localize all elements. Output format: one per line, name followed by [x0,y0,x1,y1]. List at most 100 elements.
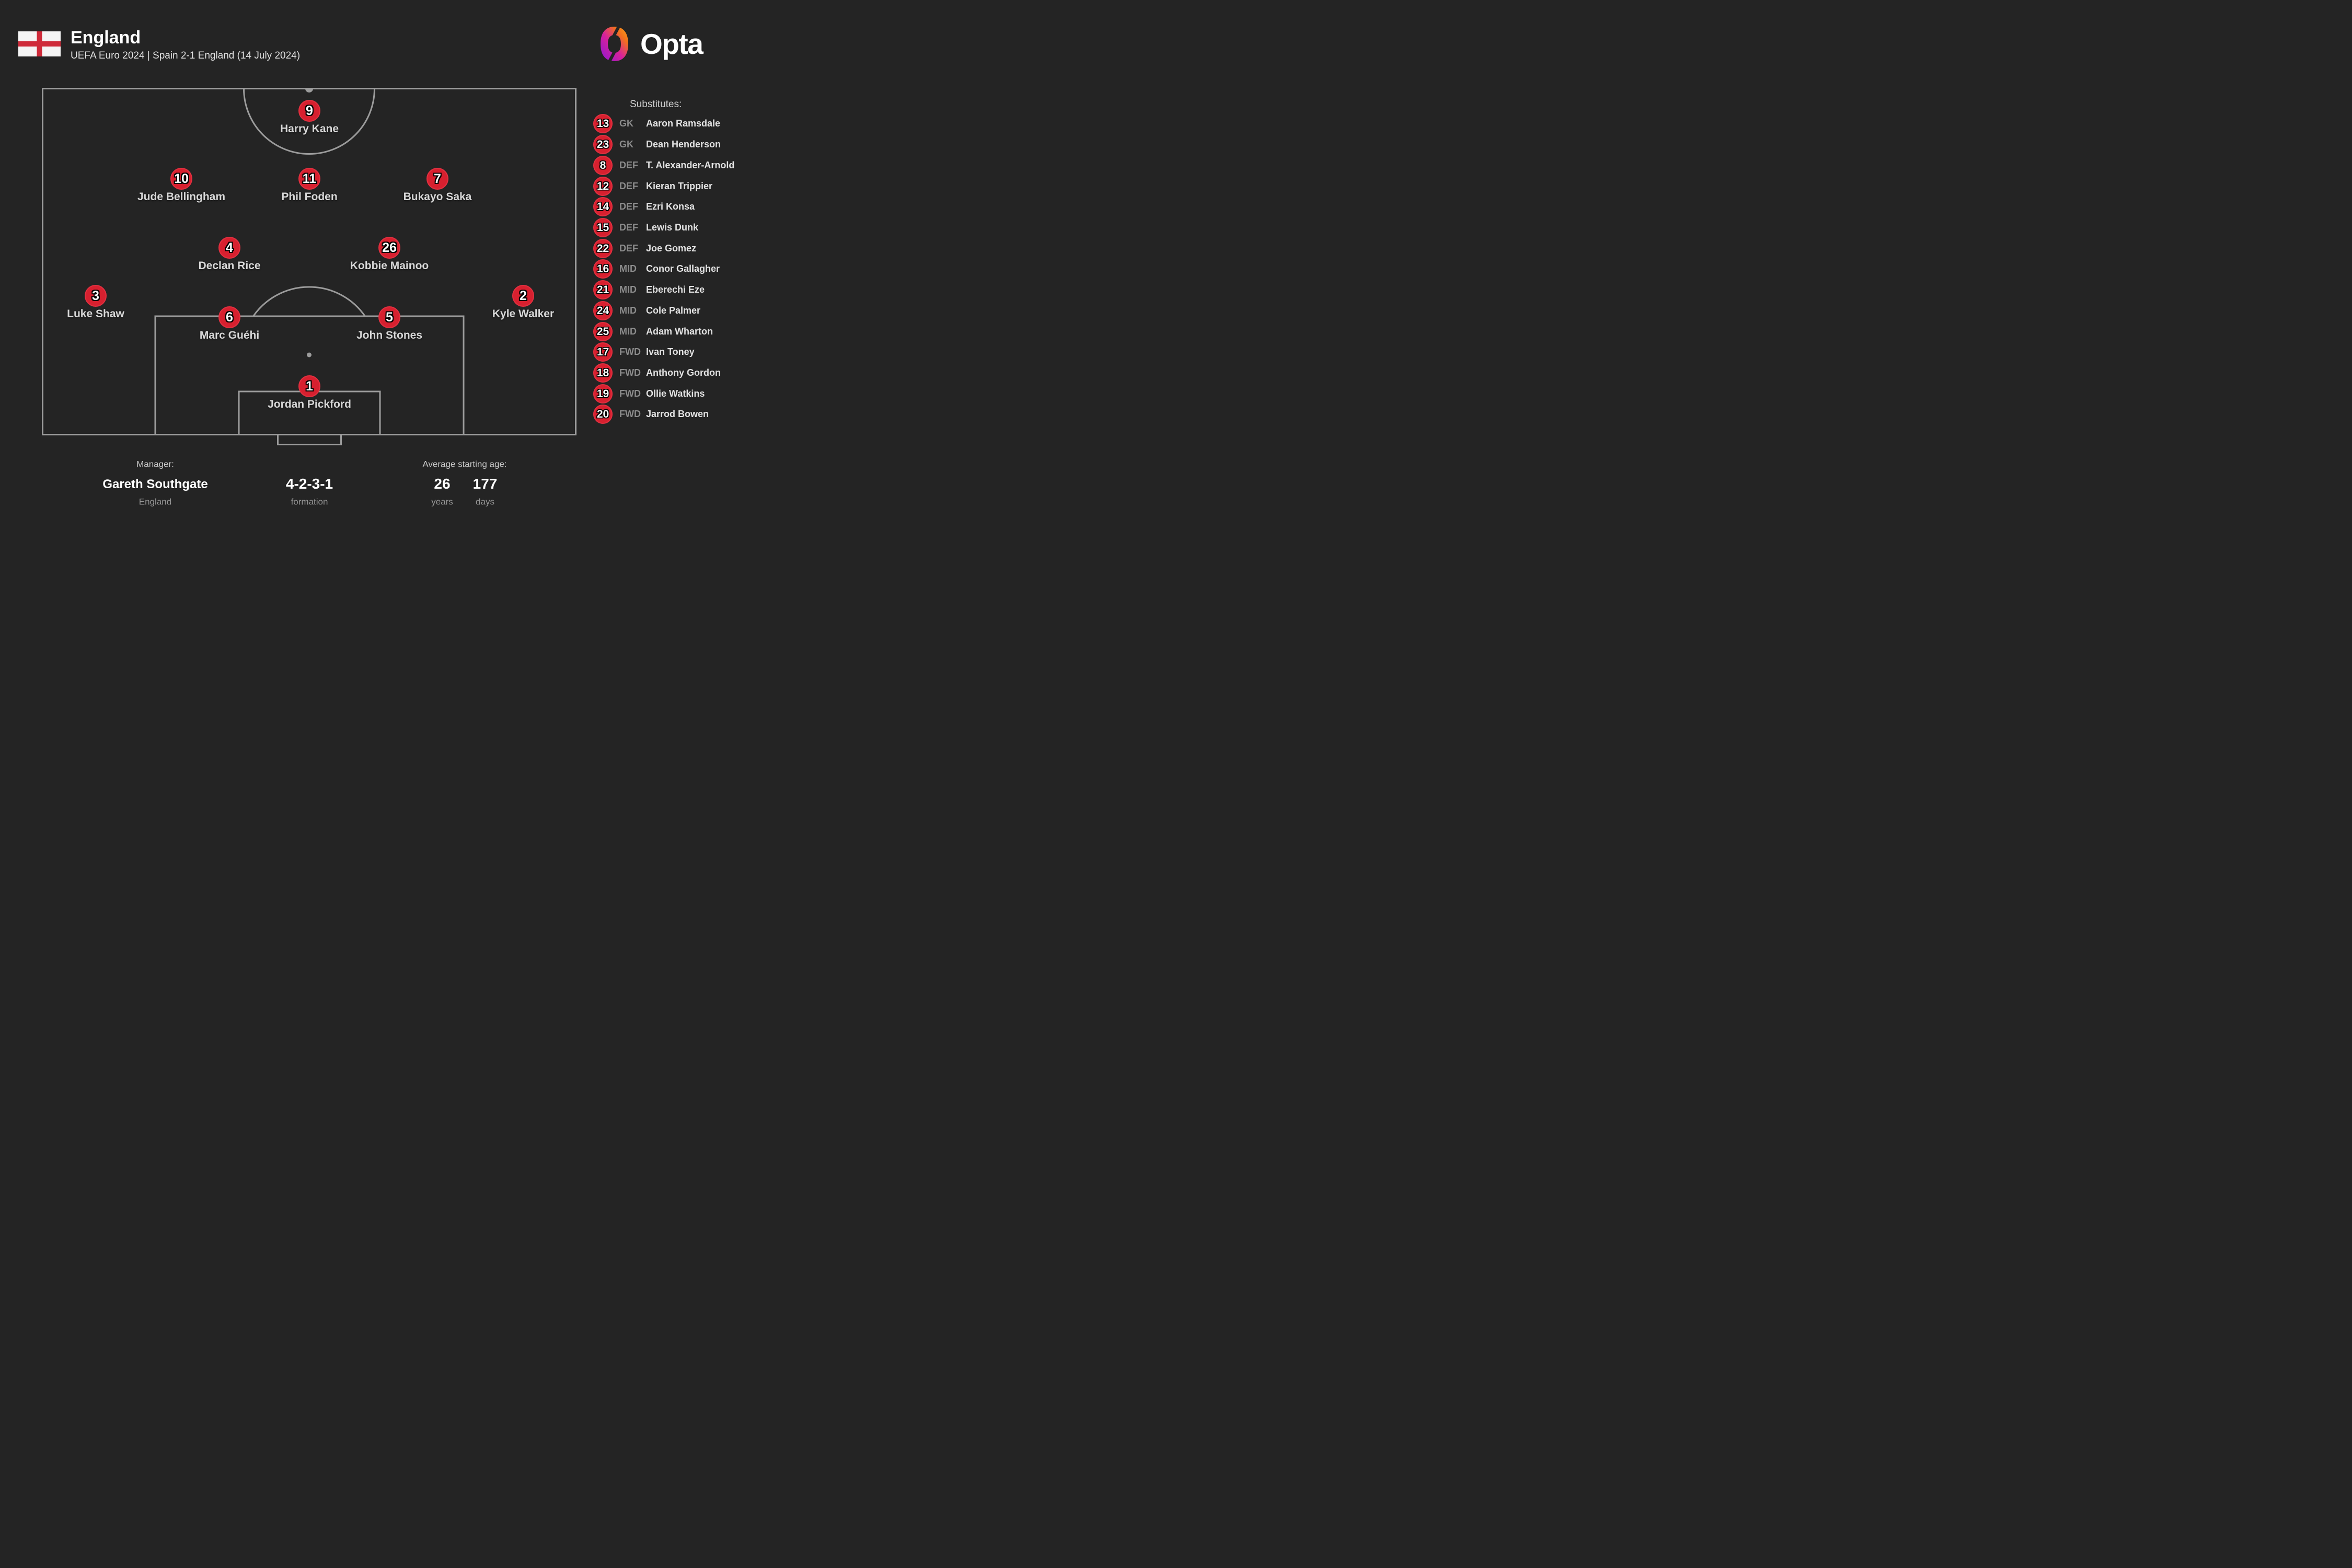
age-days-label: days [476,497,494,507]
player-number: 3 [92,288,99,303]
substitute-row: 12 DEF Kieran Trippier [593,176,734,197]
substitute-row: 16 MID Conor Gallagher [593,259,734,280]
player-name: Kobbie Mainoo [350,260,429,272]
age-years-value: 26 [434,476,451,492]
player-number-badge: 10 [170,168,192,190]
sub-number-badge: 13 [593,114,613,134]
substitute-row: 17 FWD Ivan Toney [593,342,734,363]
sub-number: 19 [596,387,609,400]
sub-number: 18 [596,366,609,379]
substitute-row: 22 DEF Joe Gomez [593,238,734,259]
player-name: John Stones [356,329,423,341]
player-number-badge: 3 [85,285,107,307]
sub-number: 24 [596,304,609,317]
sub-position: DEF [619,243,638,253]
age-years-label: years [431,497,453,507]
sub-number: 20 [596,408,609,421]
substitute-row: 8 DEF T. Alexander-Arnold [593,155,734,176]
player-number: 9 [306,103,313,118]
substitute-row: 23 GK Dean Henderson [593,134,734,155]
sub-number-badge: 18 [593,363,613,383]
sub-number-badge: 12 [593,176,613,196]
sub-name: Eberechi Eze [646,284,705,295]
sub-number: 14 [596,201,609,213]
opta-logo-icon [601,26,628,62]
sub-number: 12 [596,180,609,192]
player-name: Jordan Pickford [268,398,351,410]
sub-number-badge: 17 [593,342,613,362]
player-number: 2 [520,288,527,303]
manager-label: Manager: [136,459,174,469]
substitute-row: 19 FWD Ollie Watkins [593,383,734,404]
sub-number: 16 [596,263,609,275]
substitute-row: 18 FWD Anthony Gordon [593,363,734,384]
sub-name: Anthony Gordon [646,367,721,378]
player-number: 11 [302,171,317,186]
sub-position: FWD [619,409,641,420]
substitute-row: 15 DEF Lewis Dunk [593,217,734,238]
sub-number-badge: 14 [593,197,613,217]
player-number: 7 [434,171,441,186]
sub-position: FWD [619,347,641,358]
formation-value: 4-2-3-1 [285,476,333,492]
sub-position: DEF [619,201,638,212]
player-number-badge: 7 [426,168,448,190]
sub-position: DEF [619,159,638,170]
page-title: England [71,28,141,48]
centre-circle-arc [243,88,375,155]
sub-position: MID [619,326,637,337]
player-number: 10 [174,171,189,186]
player-number-badge: 9 [298,100,320,122]
sub-name: Conor Gallagher [646,263,720,274]
average-age-label: Average starting age: [422,459,507,469]
sub-number: 22 [596,242,609,255]
sub-number-badge: 8 [593,155,613,175]
player-name: Marc Guéhi [199,329,260,341]
player-number-badge: 1 [298,375,320,397]
player-number: 6 [226,309,233,325]
player-number-badge: 26 [378,237,400,259]
age-days-value: 177 [472,476,498,492]
sub-position: MID [619,263,637,274]
brand-wordmark: Opta [640,27,704,60]
player-number: 5 [386,309,393,325]
player-name: Jude Bellingham [137,191,226,203]
sub-name: Jarrod Bowen [646,409,709,420]
substitutes-heading: Substitutes: [630,99,682,110]
player-number-badge: 2 [512,285,534,307]
player-name: Declan Rice [198,260,261,272]
substitutes-list: 13 GK Aaron Ramsdale 23 GK Dean Henderso… [593,113,734,425]
player-number: 1 [306,378,313,394]
penalty-arc [252,286,366,317]
sub-number-badge: 24 [593,301,613,320]
sub-number-badge: 22 [593,238,613,258]
sub-number: 8 [599,159,606,171]
sub-number-badge: 23 [593,135,613,155]
sub-position: MID [619,305,637,316]
sub-name: T. Alexander-Arnold [646,159,735,170]
player-number: 4 [226,240,233,255]
sub-number: 15 [596,221,609,234]
brand-lockup: Opta [600,26,704,62]
player-number-badge: 6 [218,306,240,328]
sub-position: DEF [619,222,638,233]
player-number-badge: 11 [298,168,320,190]
sub-number: 23 [596,139,609,151]
substitute-row: 21 MID Eberechi Eze [593,280,734,301]
sub-position: GK [619,139,633,150]
sub-number-badge: 15 [593,217,613,237]
player-number-badge: 4 [218,237,240,259]
sub-name: Dean Henderson [646,139,721,150]
sub-name: Kieran Trippier [646,180,713,191]
sub-name: Ivan Toney [646,347,695,358]
centre-spot-mark [305,88,313,93]
sub-name: Aaron Ramsdale [646,118,721,129]
sub-position: MID [619,284,637,295]
formation-label: formation [291,497,328,507]
penalty-spot [307,352,312,358]
player-name: Harry Kane [280,123,339,135]
sub-name: Adam Wharton [646,326,713,337]
goal-frame [277,434,342,445]
match-subtitle: UEFA Euro 2024 | Spain 2-1 England (14 J… [71,50,301,61]
player-name: Bukayo Saka [403,191,472,203]
